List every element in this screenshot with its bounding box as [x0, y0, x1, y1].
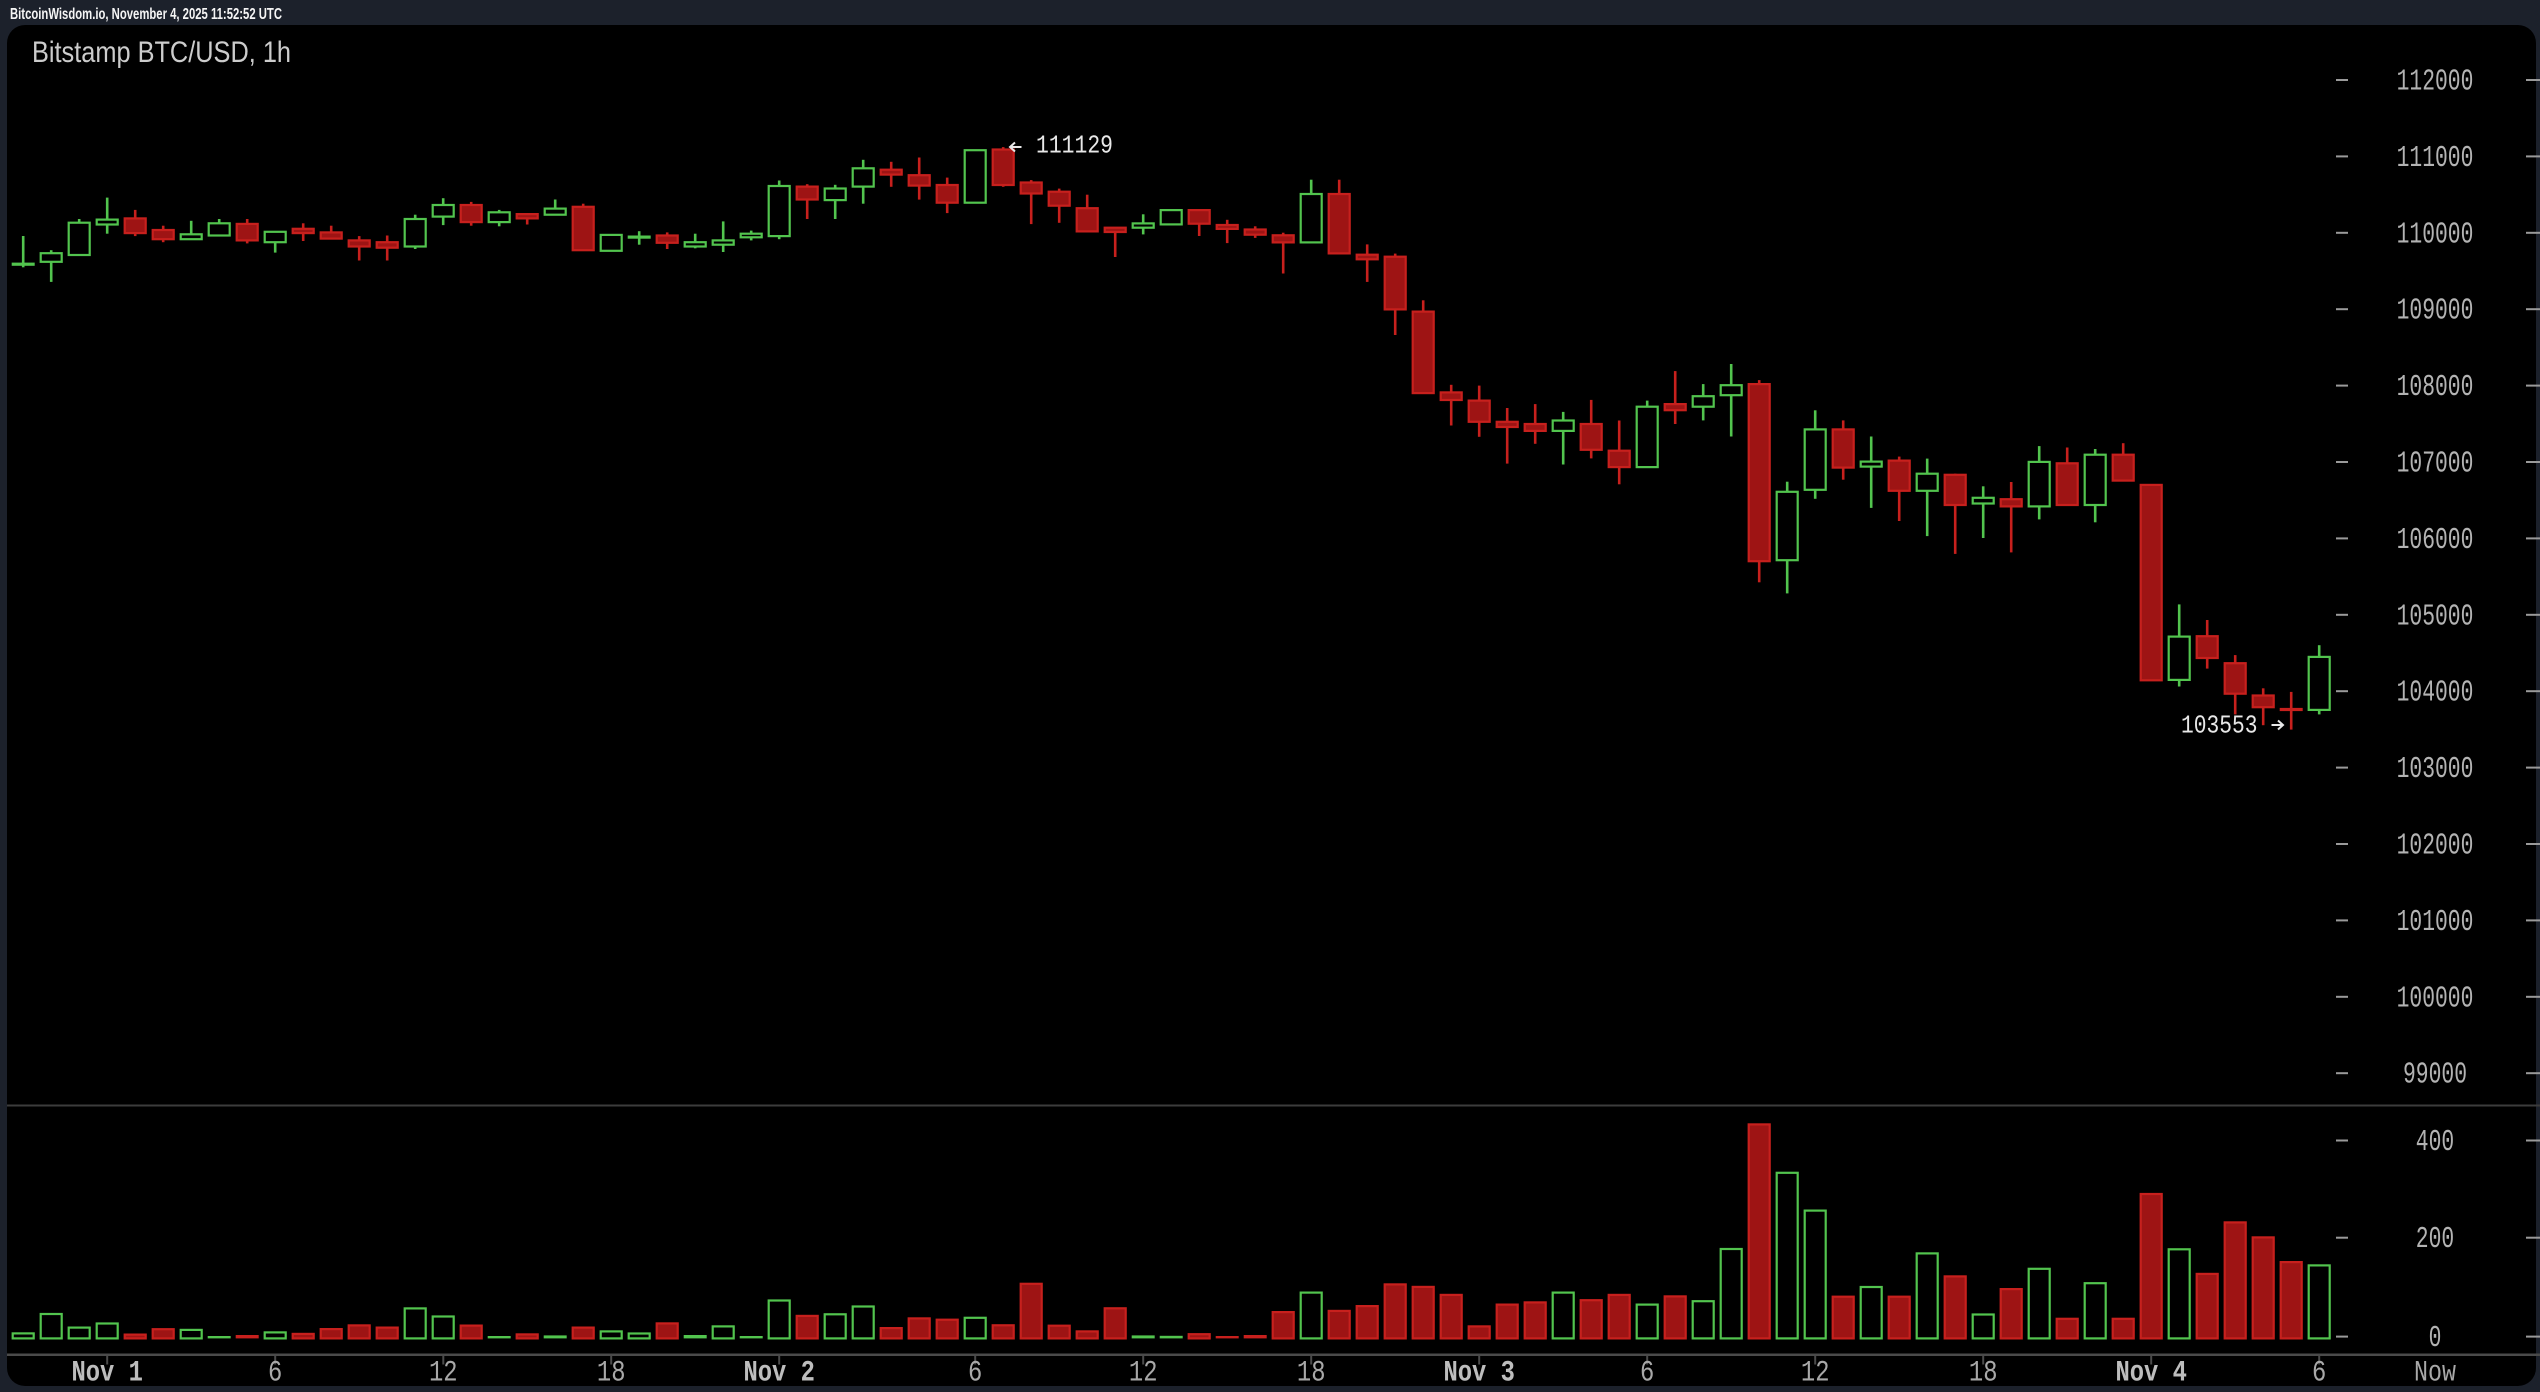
- svg-text:Nov 2: Nov 2: [743, 1357, 815, 1391]
- svg-text:110000: 110000: [2397, 217, 2474, 252]
- svg-text:6: 6: [1640, 1357, 1654, 1391]
- svg-text:6: 6: [968, 1357, 982, 1391]
- svg-text:103000: 103000: [2397, 752, 2474, 787]
- svg-text:112000: 112000: [2397, 65, 2474, 100]
- svg-text:6: 6: [2312, 1357, 2326, 1391]
- svg-text:103553: 103553: [2181, 711, 2258, 741]
- svg-text:Now: Now: [2414, 1357, 2456, 1391]
- svg-text:12: 12: [1801, 1357, 1830, 1391]
- svg-text:12: 12: [1129, 1357, 1158, 1391]
- svg-text:12: 12: [429, 1357, 458, 1391]
- svg-text:99000: 99000: [2403, 1058, 2467, 1093]
- svg-text:109000: 109000: [2397, 294, 2474, 329]
- svg-text:BitcoinWisdom.io, November 4,: BitcoinWisdom.io, November 4, 2025 11:52…: [10, 6, 282, 23]
- svg-text:0: 0: [2429, 1321, 2442, 1356]
- svg-text:18: 18: [1969, 1357, 1998, 1391]
- svg-text:104000: 104000: [2397, 676, 2474, 711]
- svg-text:101000: 101000: [2397, 905, 2474, 940]
- svg-text:400: 400: [2416, 1125, 2454, 1160]
- svg-text:18: 18: [1297, 1357, 1326, 1391]
- svg-text:108000: 108000: [2397, 370, 2474, 405]
- svg-text:102000: 102000: [2397, 829, 2474, 864]
- svg-text:107000: 107000: [2397, 447, 2474, 482]
- svg-text:106000: 106000: [2397, 523, 2474, 558]
- svg-text:Nov 4: Nov 4: [2115, 1357, 2187, 1391]
- svg-text:Nov 3: Nov 3: [1443, 1357, 1515, 1391]
- svg-text:6: 6: [268, 1357, 282, 1391]
- svg-text:105000: 105000: [2397, 599, 2474, 634]
- svg-text:100000: 100000: [2397, 981, 2474, 1016]
- svg-text:200: 200: [2416, 1222, 2454, 1257]
- svg-text:111000: 111000: [2397, 141, 2474, 176]
- svg-text:Nov 1: Nov 1: [71, 1357, 143, 1391]
- svg-text:111129: 111129: [1036, 131, 1113, 161]
- svg-text:Bitstamp BTC/USD, 1h: Bitstamp BTC/USD, 1h: [32, 36, 291, 69]
- svg-text:18: 18: [597, 1357, 626, 1391]
